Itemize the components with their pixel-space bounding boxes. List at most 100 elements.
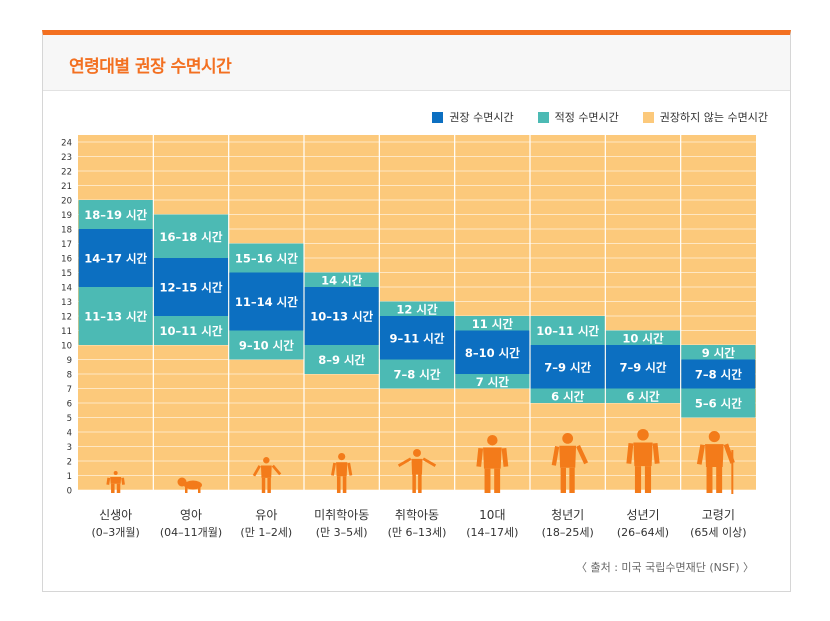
x-category-label: 신생아 (99, 508, 132, 522)
bar-label: 7–8 시간 (394, 368, 441, 382)
y-tick-label: 12 (61, 313, 72, 323)
bar-label: 16–18 시간 (160, 230, 223, 244)
x-category-sublabel: (26–64세) (617, 526, 669, 539)
bar-segment-recommended (229, 272, 304, 331)
x-category-sublabel: (만 6–13세) (388, 526, 447, 539)
bar-segment-recommended (681, 359, 756, 389)
y-tick-label: 2 (67, 458, 72, 468)
y-tick-label: 7 (67, 385, 72, 395)
legend: 권장 수면시간 적정 수면시간 권장하지 않는 수면시간 (432, 109, 768, 125)
y-tick-label: 13 (61, 298, 72, 308)
legend-item-recommended: 권장 수면시간 (432, 109, 514, 125)
y-tick-label: 14 (61, 284, 72, 294)
x-category-sublabel: (0–3개월) (92, 526, 140, 539)
bar-segment-recommended (379, 316, 455, 360)
y-tick-label: 21 (61, 182, 72, 192)
bar-segment-appropriate (681, 345, 756, 360)
bar-segment-appropriate (153, 214, 229, 258)
y-tick-label: 16 (61, 255, 72, 265)
bar-segment-appropriate (455, 374, 530, 389)
x-category-label: 유아 (255, 508, 277, 522)
teen-silhouette (476, 435, 509, 493)
young-adult-silhouette (551, 433, 589, 493)
bar-label: 8–9 시간 (318, 353, 365, 367)
x-category-label: 미취학아동 (314, 508, 369, 522)
bar-segment-appropriate (153, 316, 229, 345)
bar-label: 10 시간 (622, 331, 664, 345)
bar-segment-recommended (78, 229, 153, 287)
y-tick-label: 3 (67, 443, 72, 453)
legend-swatch-appropriate (537, 111, 549, 123)
bar-label: 7–9 시간 (544, 360, 591, 374)
y-tick-label: 20 (61, 197, 72, 207)
y-tick-label: 9 (67, 356, 72, 366)
bar-label: 8–10 시간 (465, 346, 520, 360)
legend-label-not-recommended: 권장하지 않는 수면시간 (659, 111, 768, 124)
toddler-silhouette (252, 457, 282, 493)
y-tick-label: 23 (61, 153, 72, 163)
bar-label: 11 시간 (472, 317, 514, 331)
bar-label: 7 시간 (476, 375, 510, 389)
y-tick-label: 4 (67, 429, 72, 439)
bar-label: 7–8 시간 (695, 368, 742, 382)
x-category-sublabel: (14–17세) (466, 526, 518, 539)
x-category-label: 청년기 (551, 508, 584, 522)
legend-label-recommended: 권장 수면시간 (449, 111, 514, 124)
y-tick-label: 8 (67, 371, 72, 381)
y-tick-label: 11 (61, 327, 72, 337)
bar-segment-appropriate (605, 330, 681, 345)
bar-label: 14–17 시간 (84, 252, 147, 266)
source-note: 〈 출처 : 미국 국립수면재단 (NSF) 〉 (575, 561, 754, 574)
bar-label: 6 시간 (551, 389, 585, 403)
bar-segment-appropriate (530, 316, 605, 345)
bar-segment-appropriate (78, 287, 153, 345)
y-tick-label: 19 (61, 211, 72, 221)
legend-item-not-recommended: 권장하지 않는 수면시간 (642, 109, 768, 125)
crawling-baby-silhouette (177, 477, 202, 493)
legend-item-appropriate: 적정 수면시간 (537, 109, 619, 125)
y-tick-label: 24 (61, 139, 72, 149)
bar-label: 5–6 시간 (695, 397, 742, 411)
bar-label: 18–19 시간 (84, 208, 147, 222)
bar-segment-appropriate (229, 243, 304, 273)
bar-segment-appropriate (229, 330, 304, 360)
y-tick-label: 18 (61, 226, 72, 236)
bar-segment-recommended (605, 345, 681, 389)
bar-label: 12–15 시간 (160, 281, 223, 295)
bar-label: 6 시간 (626, 389, 660, 403)
title-bar: 연령대별 권장 수면시간 (43, 35, 790, 91)
bar-label: 10–13 시간 (310, 310, 373, 324)
bar-label: 9–11 시간 (390, 331, 445, 345)
y-tick-label: 1 (67, 472, 72, 482)
bar-label: 12 시간 (396, 302, 438, 316)
bar-segment-recommended (455, 330, 530, 374)
bar-label: 9–10 시간 (239, 339, 294, 353)
y-tick-label: 0 (67, 487, 72, 497)
bar-segment-appropriate (78, 200, 153, 229)
bar-segment-recommended (304, 287, 379, 345)
chart-title: 연령대별 권장 수면시간 (69, 57, 232, 77)
bar-segment-appropriate (605, 388, 681, 403)
infant-silhouette (106, 471, 125, 493)
legend-label-appropriate: 적정 수면시간 (554, 111, 619, 124)
bar-segment-appropriate (379, 301, 455, 316)
preschooler-silhouette (331, 453, 353, 493)
x-category-sublabel: (65세 이상) (690, 526, 746, 539)
x-category-label: 10대 (479, 508, 505, 522)
bar-segment-recommended (153, 258, 229, 316)
x-category-label: 취학아동 (395, 508, 439, 522)
x-category-label: 영아 (180, 508, 202, 522)
bar-segment-appropriate (379, 359, 455, 389)
bar-label: 14 시간 (321, 273, 363, 287)
y-tick-label: 6 (67, 400, 72, 410)
x-category-sublabel: (만 1–2세) (240, 526, 292, 539)
bar-label: 7–9 시간 (620, 360, 667, 374)
y-tick-label: 10 (61, 342, 72, 352)
x-category-label: 성년기 (626, 508, 659, 522)
bar-segment-appropriate (530, 388, 605, 403)
y-tick-label: 5 (67, 414, 72, 424)
child-silhouette (397, 449, 437, 493)
y-tick-label: 22 (61, 168, 72, 178)
y-tick-label: 15 (61, 269, 72, 279)
